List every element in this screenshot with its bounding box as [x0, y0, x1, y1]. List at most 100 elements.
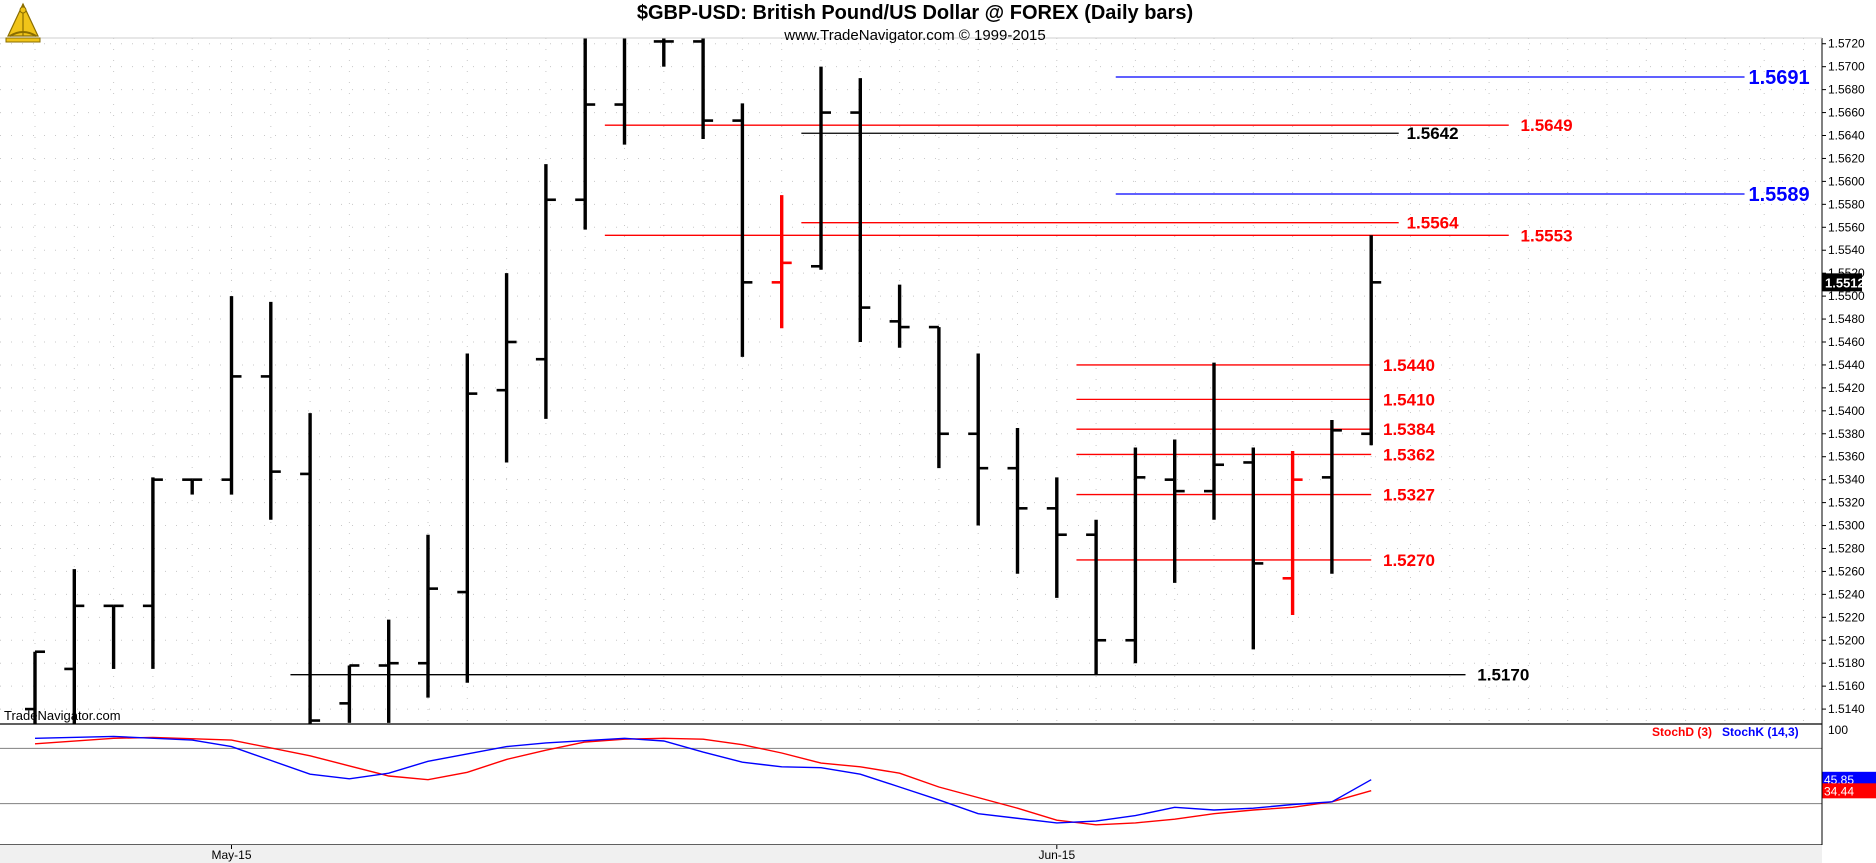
axis-tick-label: 1.5340	[1828, 473, 1865, 487]
ohlc-bar	[771, 195, 792, 329]
frame: May-15 Jun-15	[0, 37, 1822, 863]
legend-stoch-d: StochD (3)	[1652, 725, 1712, 739]
x-tick-label: May-15	[211, 848, 251, 862]
ohlc-bar	[928, 325, 949, 469]
axis-tick-label: 1.5220	[1828, 610, 1865, 624]
axis-tick-label: 1.5240	[1828, 587, 1865, 601]
stoch-k-value-box	[1822, 771, 1876, 787]
ohlc-bar	[103, 604, 124, 669]
ohlc-bar	[1086, 519, 1107, 675]
axis-tick-label: 1.5300	[1828, 519, 1865, 533]
ohlc-bar	[1282, 450, 1303, 616]
ohlc-bar	[1164, 439, 1185, 583]
axis-tick-label: 1.5160	[1828, 679, 1865, 693]
stoch-d-value-box	[1822, 783, 1876, 799]
ohlc-bar	[418, 534, 438, 698]
sextant-logo-icon	[5, 2, 41, 43]
level-label: 1.5553	[1521, 226, 1573, 245]
ohlc-bar	[182, 478, 203, 495]
axis-tick-label: 1.5200	[1828, 633, 1865, 647]
stoch-top-label: 100	[1828, 723, 1848, 737]
axis-tick-label: 1.5280	[1828, 541, 1865, 555]
ohlc-bar	[1361, 235, 1382, 446]
level-label: 1.5691	[1748, 67, 1809, 89]
bar-group	[25, 38, 1382, 724]
level-label: 1.5384	[1383, 420, 1436, 439]
grid	[0, 38, 1822, 724]
axis-tick-label: 1.5720	[1828, 37, 1865, 51]
level-label: 1.5649	[1521, 116, 1573, 135]
stoch-d-line	[34, 736, 1372, 826]
ohlc-bar	[968, 353, 989, 526]
ohlc-bar	[142, 477, 163, 669]
ohlc-bar	[260, 301, 281, 520]
ohlc-bar	[693, 38, 714, 139]
ohlc-bar	[1125, 447, 1146, 664]
axis-tick-label: 1.5400	[1828, 404, 1865, 418]
ohlc-bar	[25, 650, 45, 724]
axis-tick-label: 1.5180	[1828, 656, 1865, 670]
level-label: 1.5410	[1383, 390, 1435, 409]
axis-tick-label: 1.5320	[1828, 496, 1865, 510]
ohlc-bar	[1321, 420, 1342, 574]
ohlc-bar	[1046, 477, 1067, 598]
ohlc-bar	[221, 296, 242, 495]
last-price-box	[1822, 273, 1862, 292]
axis-tick-label: 1.5380	[1828, 427, 1865, 441]
price-axis: 1.5720 1.5700 1.5680 1.5660 1.5640 1.5620 1.56…	[1821, 37, 1865, 845]
ohlc-bar	[378, 619, 399, 723]
level-label: 1.5642	[1407, 124, 1459, 143]
ohlc-bar	[457, 353, 478, 683]
ohlc-bar	[64, 569, 85, 724]
price-bars	[25, 38, 1382, 724]
level-label: 1.5270	[1383, 551, 1435, 570]
level-label: 1.5327	[1383, 486, 1435, 505]
level-label: 1.5170	[1477, 666, 1529, 685]
x-tick-label: Jun-15	[1038, 848, 1075, 862]
stoch-d-value: 34.44	[1824, 784, 1854, 798]
axis-tick-label: 1.5460	[1828, 335, 1865, 349]
x-axis-band	[0, 845, 1822, 863]
ohlc-bar	[535, 164, 556, 419]
ohlc-bar	[614, 38, 627, 145]
ohlc-bar	[850, 78, 871, 342]
level-label: 1.5589	[1748, 184, 1809, 206]
ohlc-bar	[1007, 428, 1028, 574]
axis-tick-label: 1.5700	[1828, 60, 1865, 74]
ohlc-bar	[300, 413, 321, 724]
chart-subtitle: www.TradeNavigator.com © 1999-2015	[784, 27, 1046, 44]
support-resistance-levels: 1.5691 1.5649 1.5642 1.5589 1.5564 1.5553 1.54…	[290, 67, 1810, 685]
axis-tick-label: 1.5420	[1828, 381, 1865, 395]
axis-tick-label: 1.5600	[1828, 174, 1865, 188]
watermark: TradeNavigator.com	[4, 708, 121, 723]
ohlc-bar	[496, 273, 517, 463]
chart-title: $GBP-USD: British Pound/US Dollar @ FORE…	[636, 2, 1194, 24]
ohlc-bar	[1204, 362, 1224, 520]
ohlc-bar	[889, 284, 910, 348]
axis-tick-label: 1.5360	[1828, 450, 1865, 464]
axis-tick-label: 1.5140	[1828, 702, 1865, 716]
ohlc-bar	[1243, 447, 1264, 650]
ohlc-bar	[653, 38, 674, 67]
last-price-label: 1.5512	[1825, 275, 1865, 290]
ohlc-bar	[732, 103, 753, 357]
axis-tick-label: 1.5640	[1828, 129, 1865, 143]
stoch-k-line	[34, 735, 1372, 824]
axis-tick-label: 1.5500	[1828, 289, 1865, 303]
axis-tick-label: 1.5260	[1828, 564, 1865, 578]
legend-stoch-k: StochK (14,3)	[1722, 725, 1799, 739]
axis-tick-label: 1.5680	[1828, 83, 1865, 97]
axis-tick-label: 1.5620	[1828, 151, 1865, 165]
axis-tick-label: 1.5440	[1828, 358, 1865, 372]
ohlc-bar	[575, 38, 596, 230]
axis-tick-label: 1.5480	[1828, 312, 1865, 326]
ohlc-bar	[339, 664, 360, 723]
level-label: 1.5440	[1383, 356, 1435, 375]
ohlc-bar	[811, 66, 831, 270]
axis-tick-label: 1.5560	[1828, 220, 1865, 234]
level-label: 1.5564	[1407, 214, 1460, 233]
axis-tick-label: 1.5540	[1828, 243, 1865, 257]
level-label: 1.5362	[1383, 445, 1435, 464]
